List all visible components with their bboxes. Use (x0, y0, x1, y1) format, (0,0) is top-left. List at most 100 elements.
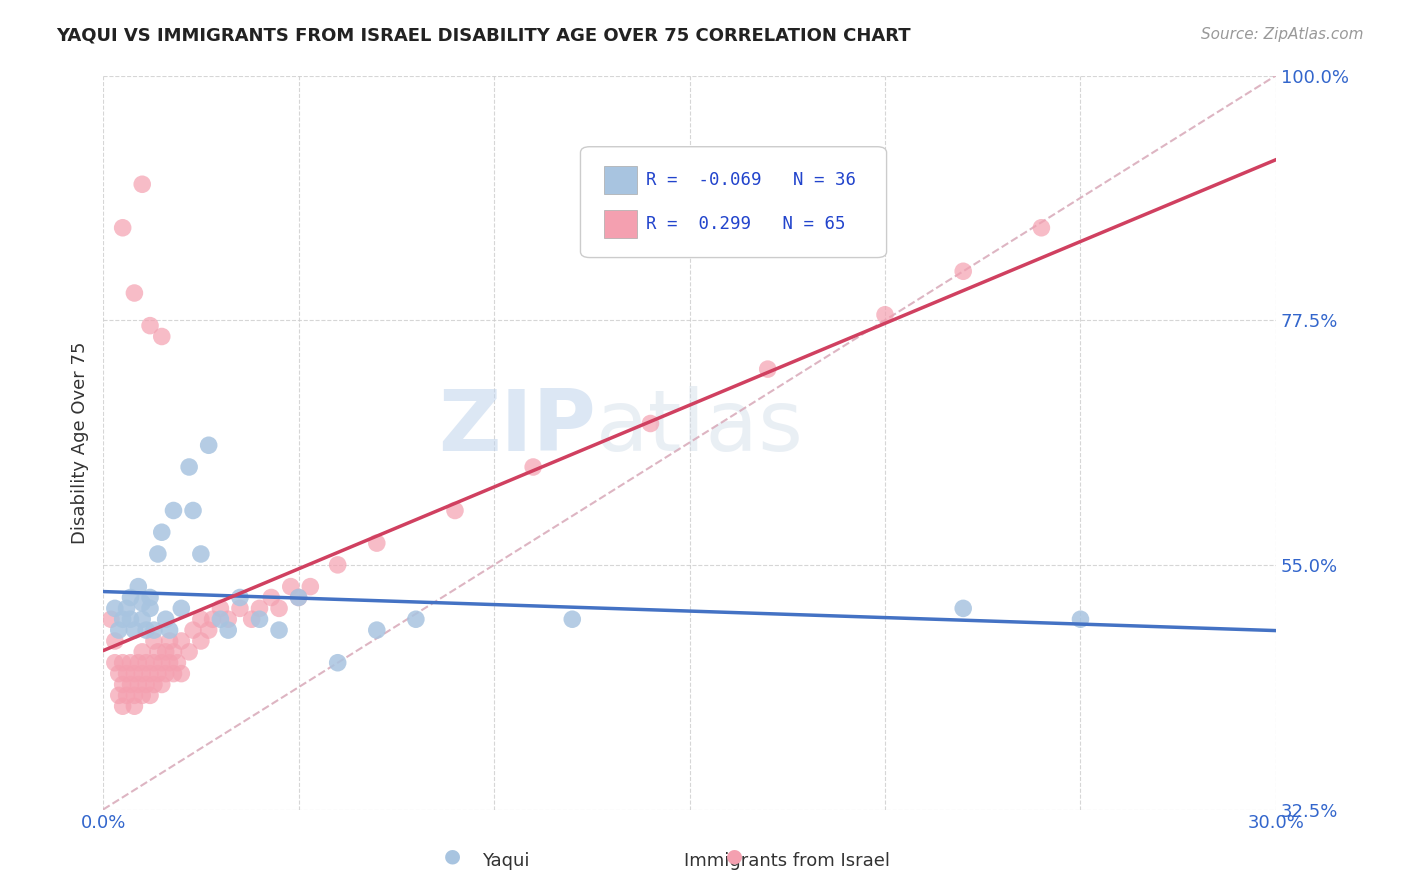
Point (405, 612, 427, 626)
Point (100, 612, 122, 626)
Point (170, 666, 193, 681)
Point (135, 656, 157, 670)
Point (260, 591, 283, 605)
Text: Source: ZipAtlas.com: Source: ZipAtlas.com (1201, 27, 1364, 42)
Point (127, 677, 149, 691)
Point (107, 623, 129, 637)
Point (873, 308, 896, 322)
Point (170, 601, 193, 615)
Point (131, 666, 153, 681)
Point (139, 689, 162, 703)
Point (139, 591, 162, 605)
Text: Immigrants from Israel: Immigrants from Israel (685, 852, 890, 870)
Point (1031, 220, 1053, 235)
Point (104, 601, 127, 615)
Point (952, 264, 974, 278)
Point (155, 645, 177, 659)
Text: R =  -0.069   N = 36: R = -0.069 N = 36 (647, 171, 856, 189)
Point (150, 329, 173, 343)
Point (159, 623, 181, 637)
Point (124, 623, 146, 637)
Point (217, 612, 239, 626)
Y-axis label: Disability Age Over 75: Disability Age Over 75 (72, 342, 89, 544)
Point (209, 601, 232, 615)
Point (190, 634, 212, 648)
Point (366, 536, 388, 550)
Point (127, 656, 149, 670)
Point (640, 417, 662, 431)
Point (190, 547, 212, 561)
Point (142, 623, 165, 637)
Point (1069, 612, 1091, 626)
Point (159, 634, 181, 648)
Point (146, 547, 169, 561)
Point (150, 677, 173, 691)
Point (127, 580, 149, 594)
Point (139, 601, 162, 615)
Text: atlas: atlas (596, 386, 804, 469)
Point (139, 318, 162, 333)
Point (197, 623, 219, 637)
Bar (605, 210, 637, 238)
Bar (605, 167, 637, 194)
Point (155, 612, 177, 626)
Point (111, 220, 134, 235)
Point (267, 601, 290, 615)
Point (326, 558, 349, 572)
Point (120, 677, 142, 691)
Point (229, 591, 252, 605)
Text: ●: ● (725, 847, 742, 865)
Point (131, 596, 153, 610)
Text: Yaqui: Yaqui (482, 852, 530, 870)
Point (124, 689, 146, 703)
Point (162, 503, 184, 517)
Point (115, 689, 138, 703)
Point (111, 656, 134, 670)
Point (179, 460, 201, 475)
Point (120, 612, 142, 626)
Point (201, 612, 224, 626)
Point (131, 689, 153, 703)
Point (142, 634, 165, 648)
Point (190, 612, 212, 626)
Point (115, 601, 138, 615)
Point (124, 285, 146, 300)
Point (952, 601, 974, 615)
Point (150, 656, 173, 670)
Text: R =  0.299   N = 65: R = 0.299 N = 65 (647, 215, 845, 233)
Point (217, 623, 239, 637)
Point (146, 645, 169, 659)
Point (107, 666, 129, 681)
Point (150, 525, 173, 540)
Point (159, 656, 181, 670)
Text: ●: ● (444, 847, 461, 865)
Point (197, 438, 219, 452)
Point (162, 645, 184, 659)
Point (139, 666, 162, 681)
Point (267, 623, 290, 637)
Point (366, 623, 388, 637)
Point (111, 612, 134, 626)
Point (107, 689, 129, 703)
Point (104, 634, 127, 648)
Point (115, 666, 138, 681)
Point (756, 362, 779, 376)
Point (522, 460, 544, 475)
Point (326, 656, 349, 670)
Point (181, 623, 204, 637)
Point (111, 699, 134, 714)
Point (249, 612, 271, 626)
Point (249, 601, 271, 615)
Point (170, 634, 193, 648)
Point (240, 612, 263, 626)
Point (287, 591, 309, 605)
Point (124, 699, 146, 714)
Point (131, 612, 153, 626)
Point (181, 503, 204, 517)
Point (104, 656, 127, 670)
Point (561, 612, 583, 626)
Point (179, 645, 201, 659)
Text: YAQUI VS IMMIGRANTS FROM ISRAEL DISABILITY AGE OVER 75 CORRELATION CHART: YAQUI VS IMMIGRANTS FROM ISRAEL DISABILI… (56, 27, 911, 45)
Point (280, 580, 302, 594)
Point (142, 656, 165, 670)
